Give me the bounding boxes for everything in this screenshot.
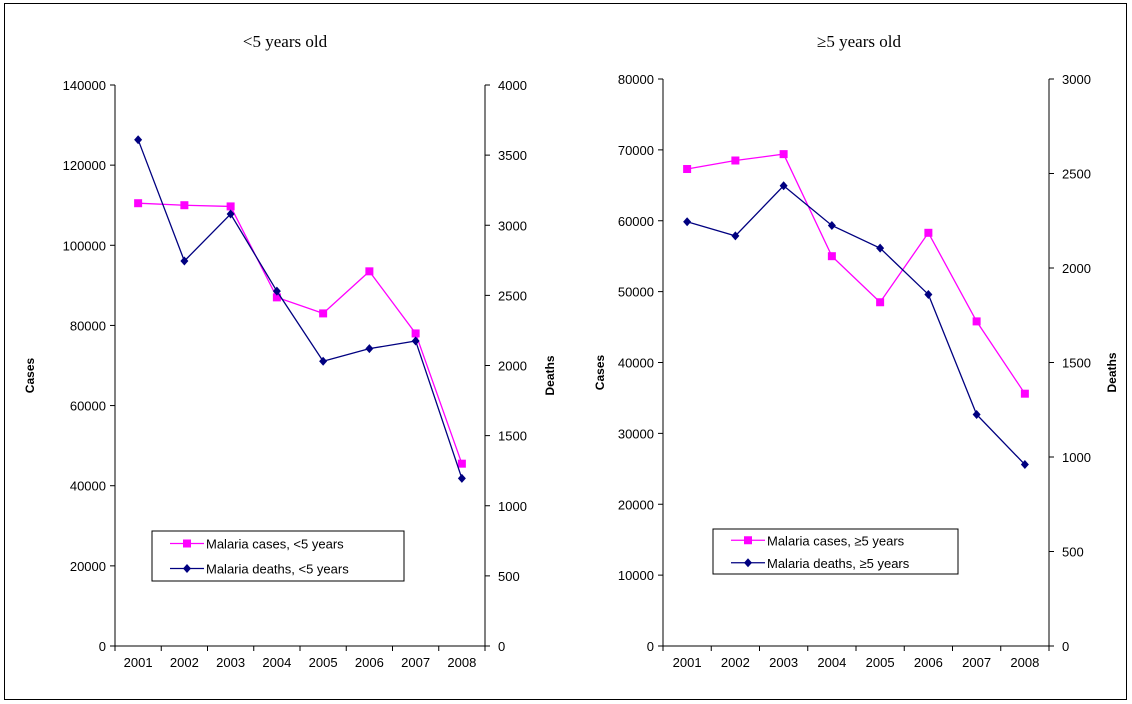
y2-axis-label: Deaths xyxy=(1105,352,1119,392)
y2-tick-label: 3000 xyxy=(1062,72,1091,87)
cases-point xyxy=(227,202,235,210)
y2-tick-label: 3500 xyxy=(498,148,527,163)
series-line-cases xyxy=(687,154,1025,394)
cases-point xyxy=(924,229,932,237)
legend-marker-square xyxy=(183,540,191,548)
y-tick-label: 40000 xyxy=(70,479,106,494)
y-tick-label: 50000 xyxy=(618,285,654,300)
y-tick-label: 60000 xyxy=(70,399,106,414)
y2-tick-label: 3000 xyxy=(498,218,527,233)
y2-tick-label: 500 xyxy=(498,569,520,584)
y2-tick-label: 2500 xyxy=(498,288,527,303)
cases-point xyxy=(134,199,142,207)
y-tick-label: 0 xyxy=(99,639,106,654)
chart-title: ≥5 years old xyxy=(817,32,901,51)
cases-point xyxy=(180,201,188,209)
x-tick-label: 2006 xyxy=(355,655,384,670)
cases-point xyxy=(780,150,788,158)
x-tick-label: 2008 xyxy=(1010,655,1039,670)
y-tick-label: 140000 xyxy=(63,78,106,93)
x-tick-label: 2003 xyxy=(769,655,798,670)
cases-point xyxy=(319,309,327,317)
cases-point xyxy=(1021,390,1029,398)
y2-tick-label: 0 xyxy=(1062,639,1069,654)
x-tick-label: 2007 xyxy=(401,655,430,670)
x-tick-label: 2004 xyxy=(262,655,291,670)
y-axis-label: Cases xyxy=(23,358,37,394)
legend-label: Malaria deaths, ≥5 years xyxy=(767,556,910,571)
y-tick-label: 30000 xyxy=(618,426,654,441)
legend-marker-square xyxy=(744,536,752,544)
x-tick-label: 2003 xyxy=(216,655,245,670)
y2-tick-label: 2000 xyxy=(498,359,527,374)
y-axis-label: Cases xyxy=(593,355,607,391)
legend-label: Malaria cases, ≥5 years xyxy=(767,533,905,548)
series-line-deaths xyxy=(138,140,462,479)
x-tick-label: 2008 xyxy=(447,655,476,670)
y2-tick-label: 4000 xyxy=(498,78,527,93)
y-tick-label: 40000 xyxy=(618,356,654,371)
y2-tick-label: 1000 xyxy=(1062,450,1091,465)
x-tick-label: 2005 xyxy=(866,655,895,670)
cases-point xyxy=(828,252,836,260)
y-tick-label: 60000 xyxy=(618,214,654,229)
x-tick-label: 2006 xyxy=(914,655,943,670)
y-tick-label: 20000 xyxy=(70,559,106,574)
y2-axis-label: Deaths xyxy=(543,355,557,395)
legend: Malaria cases, ≥5 years Malaria deaths, ≥… xyxy=(713,529,958,574)
x-tick-label: 2001 xyxy=(673,655,702,670)
chart-2: ≥5 years old0100002000030000400005000060… xyxy=(593,32,1119,670)
y-tick-label: 10000 xyxy=(618,568,654,583)
y-tick-label: 20000 xyxy=(618,497,654,512)
y-tick-label: 0 xyxy=(647,639,654,654)
x-tick-label: 2002 xyxy=(170,655,199,670)
x-tick-label: 2002 xyxy=(721,655,750,670)
deaths-point xyxy=(683,217,691,226)
y2-tick-label: 0 xyxy=(498,639,505,654)
cases-point xyxy=(731,157,739,165)
cases-point xyxy=(412,329,420,337)
deaths-point xyxy=(134,135,142,144)
x-tick-label: 2005 xyxy=(309,655,338,670)
legend: Malaria cases, <5 years Malaria deaths, <… xyxy=(152,531,404,581)
y-tick-label: 120000 xyxy=(63,158,106,173)
y2-tick-label: 2500 xyxy=(1062,167,1091,182)
y-tick-label: 70000 xyxy=(618,143,654,158)
y2-tick-label: 1000 xyxy=(498,499,527,514)
chart-title: <5 years old xyxy=(243,32,328,51)
cases-point xyxy=(973,317,981,325)
cases-point xyxy=(458,460,466,468)
cases-point xyxy=(683,165,691,173)
y2-tick-label: 2000 xyxy=(1062,261,1091,276)
deaths-point xyxy=(828,221,836,230)
y-tick-label: 80000 xyxy=(70,318,106,333)
y-tick-label: 80000 xyxy=(618,72,654,87)
legend-label: Malaria cases, <5 years xyxy=(206,537,344,552)
y2-tick-label: 1500 xyxy=(1062,356,1091,371)
y-tick-label: 100000 xyxy=(63,238,106,253)
cases-point xyxy=(365,267,373,275)
deaths-point xyxy=(458,474,466,483)
deaths-point xyxy=(412,336,420,345)
x-tick-label: 2007 xyxy=(962,655,991,670)
chart-1: <5 years old0200004000060000800001000001… xyxy=(23,32,557,670)
cases-point xyxy=(876,298,884,306)
y2-tick-label: 500 xyxy=(1062,545,1084,560)
deaths-point xyxy=(365,344,373,353)
x-tick-label: 2004 xyxy=(817,655,846,670)
y2-tick-label: 1500 xyxy=(498,429,527,444)
x-tick-label: 2001 xyxy=(124,655,153,670)
legend-label: Malaria deaths, <5 years xyxy=(206,562,349,577)
